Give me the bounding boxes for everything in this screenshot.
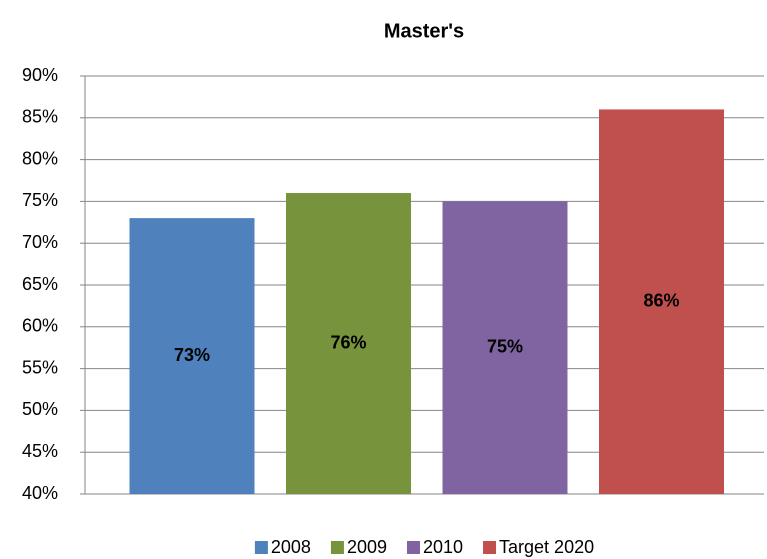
data-label: 86% [643,290,679,310]
y-tick-label: 50% [22,399,58,419]
bar [129,218,255,494]
bar [286,193,411,495]
y-tick-label: 70% [22,232,58,252]
legend-label: 2009 [347,537,387,557]
data-label: 73% [174,345,210,365]
y-tick-label: 90% [22,65,58,85]
legend-swatch [254,541,268,554]
chart-title: Master's [384,20,464,42]
data-label: 76% [330,332,366,352]
legend-label: Target 2020 [499,537,594,557]
y-tick-label: 75% [22,190,58,210]
y-tick-label: 55% [22,357,58,377]
bar [442,201,568,494]
y-tick-label: 80% [22,148,58,168]
y-tick-label: 45% [22,441,58,461]
legend-swatch [483,541,497,554]
y-tick-label: 40% [22,483,58,503]
legend-swatch [406,541,420,554]
legend-label: 2008 [271,537,311,557]
legend-swatch [330,541,344,554]
y-tick-label: 65% [22,274,58,294]
y-tick-label: 85% [22,107,58,127]
legend-label: 2010 [423,537,463,557]
bar [599,109,724,494]
data-label: 75% [487,336,523,356]
y-tick-label: 60% [22,316,58,336]
